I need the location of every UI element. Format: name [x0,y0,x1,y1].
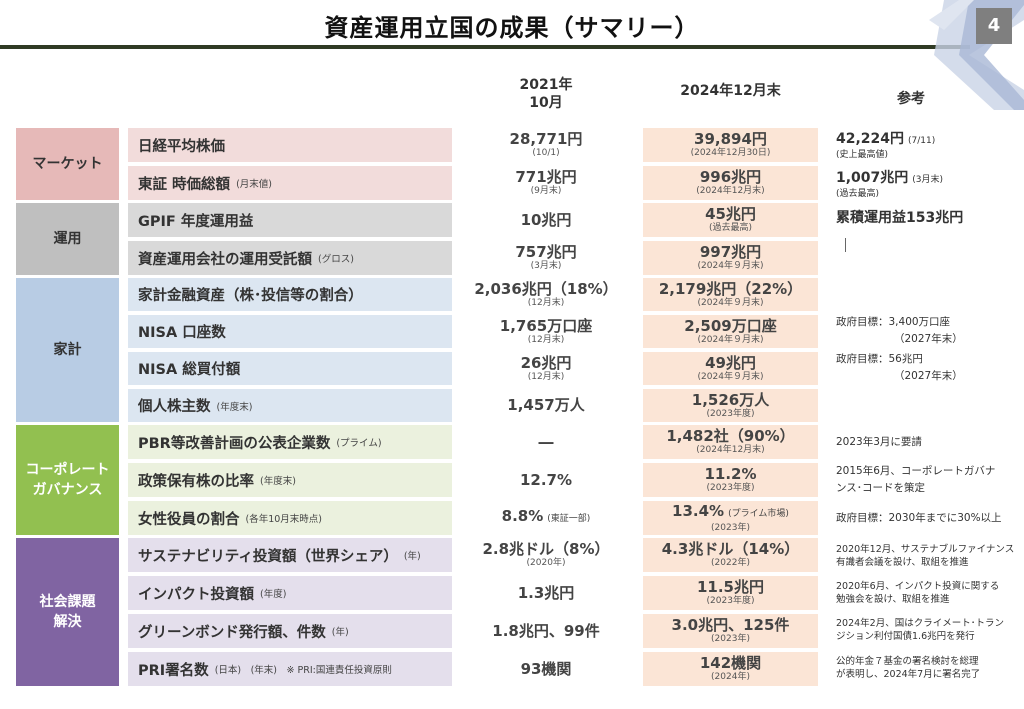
value-2021: 2.8兆ドル（8%） (2020年) [482,540,610,569]
row-label: 日経平均株価 [128,128,452,162]
reference-note: 2020年6月、インパクト投資に関する 勉強会を設け、取組を推進 [836,581,1000,605]
value-2021: 757兆円 (3月末) [515,243,577,272]
value-2021: 26兆円 (12月末) [520,353,572,382]
value-2021: 1.8兆円、99件 [492,621,600,640]
column-header-2021: 2021年 10月 [519,77,573,111]
page-number: 4 [976,8,1012,44]
value-2024: 13.4% (プライム市場) (2023年) [643,501,818,535]
value-2021: 12.7% [519,470,573,489]
row-label: NISA 口座数 [128,315,452,348]
value-2024: 49兆円 (2024年９月末) [643,352,818,385]
value-2024: 45兆円 (過去最高) [643,203,818,237]
reference-note: 2023年3月に要請 [836,436,922,448]
value-2024: 3.0兆円、125件 (2023年) [643,614,818,648]
group-market: マーケット [16,128,119,200]
group-social: 社会課題 解決 [16,538,119,686]
reference-note: 政府目標：56兆円 （2027年末） [836,353,963,382]
row-label: NISA 総買付額 [128,352,452,385]
column-header-2024: 2024年12月末 [680,83,781,99]
value-2021: 1.3兆円 [517,583,575,602]
value-2021: 28,771円 (10/1) [509,130,583,159]
row-label: 女性役員の割合 (各年10月末時点) [128,501,452,535]
group-unyo: 運用 [16,203,119,275]
reference-note: 2024年2月、国はクライメート･トラン ジション利付国債1.6兆円を発行 [836,618,1004,642]
value-2021: 2,036兆円（18%） (12月末) [474,279,618,308]
reference-note: 42,224円 (7/11) (史上最高値) [836,131,936,160]
value-2021: 10兆円 [520,210,572,229]
row-label: 個人株主数 (年度末) [128,389,452,422]
value-2024: 997兆円 (2024年９月末) [643,241,818,275]
value-2021: 1,765万口座 (12月末) [499,316,593,345]
value-2024: 39,894円 (2024年12月30日) [643,128,818,162]
value-2024: 11.2% (2023年度) [643,463,818,497]
value-2021: 1,457万人 [507,396,585,414]
group-kakei: 家計 [16,278,119,422]
group-corporate-governance: コーポレート ガバナンス [16,425,119,535]
value-2024: 996兆円 (2024年12月末) [643,166,818,200]
row-label: インパクト投資額 (年度) [128,576,452,610]
reference-bar [845,238,846,252]
row-label: PBR等改善計画の公表企業数 (プライム) [128,425,452,459]
value-2021: 93機関 [520,659,572,678]
row-label: PRI署名数 (日本) (年末) ※ PRI:国連責任投資原則 [128,652,452,686]
value-2021: 771兆円 (9月末) [515,168,577,197]
reference-note: 公的年金７基金の署名検討を総理 が表明し、2024年7月に署名完了 [836,656,981,680]
reference-note: 1,007兆円 (3月末) (過去最高) [836,170,944,199]
row-label: GPIF 年度運用益 [128,203,452,237]
row-label: グリーンボンド発行額、件数 (年) [128,614,452,648]
page-title: 資産運用立国の成果（サマリー） [324,14,700,42]
reference-note: 政府目標：3,400万口座 （2027年末） [836,316,963,345]
reference-note: 政府目標：2030年までに30%以上 [836,512,1002,524]
row-label: 東証 時価総額 (月末値) [128,166,452,200]
reference-note: 2020年12月、サステナブルファイナンス 有識者会議を設け、取組を推進 [836,544,1015,568]
value-2024: 1,526万人 (2023年度) [643,389,818,422]
reference-note: 2015年6月、コーポレートガバナ ンス･コードを策定 [836,465,996,494]
value-2024: 4.3兆ドル（14%） (2022年) [643,538,818,572]
row-label: 政策保有株の比率 (年度末) [128,463,452,497]
row-label: 家計金融資産（株･投信等の割合） [128,278,452,311]
value-2024: 2,509万口座 (2024年９月末) [643,315,818,348]
row-label: 資産運用会社の運用受託額 (グロス) [128,241,452,275]
value-2021: ― [538,432,554,451]
title-rule [0,45,970,49]
reference-note: 累積運用益153兆円 [836,210,964,226]
value-2024: 2,179兆円（22%） (2024年９月末) [643,278,818,311]
value-2024: 1,482社（90%） (2024年12月末) [643,425,818,459]
row-label: サステナビリティ投資額（世界シェア） (年) [128,538,452,572]
value-2024: 11.5兆円 (2023年度) [643,576,818,610]
value-2021: 8.8% (東証一部) [501,507,591,525]
value-2024: 142機関 (2024年) [643,652,818,686]
column-header-reference: 参考 [897,91,925,107]
